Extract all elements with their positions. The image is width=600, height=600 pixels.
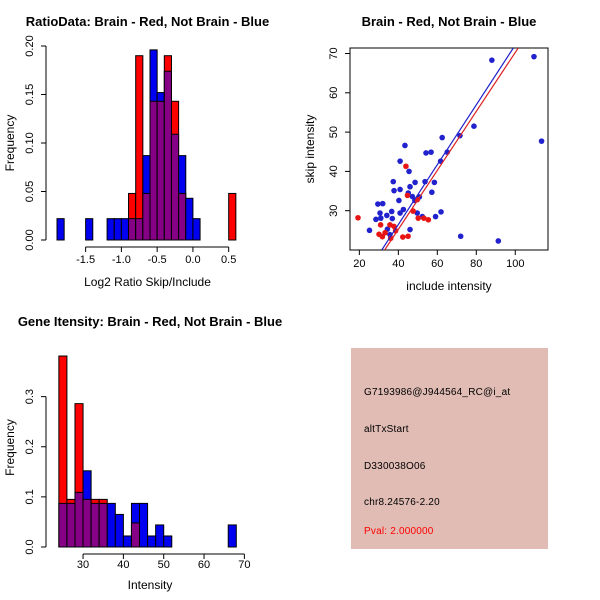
blue-bar <box>227 524 237 548</box>
svg-text:20: 20 <box>353 258 365 270</box>
locus-text: chr8.24576-2.20 <box>364 497 440 508</box>
svg-text:30: 30 <box>328 205 340 217</box>
clone-id-text: D330038O06 <box>364 461 426 472</box>
blue-bar <box>106 218 115 241</box>
overlap-bar <box>149 100 158 241</box>
not-brain-fit-line <box>381 48 514 250</box>
svg-text:0.2: 0.2 <box>24 439 36 454</box>
regression-lines <box>381 48 519 250</box>
probe-id-text: G7193986@J944564_RC@i_at <box>364 387 511 398</box>
svg-text:-1.5: -1.5 <box>76 254 95 266</box>
blue-bar <box>113 218 122 241</box>
plot-box <box>349 47 549 251</box>
blue-bar <box>120 218 130 241</box>
svg-text:60: 60 <box>328 87 340 99</box>
svg-text:80: 80 <box>470 258 482 270</box>
event-type-text: altTxStart <box>364 424 409 435</box>
axes <box>41 396 245 559</box>
svg-text:0.0: 0.0 <box>185 254 200 266</box>
chart-title: Brain - Red, Not Brain - Blue <box>362 14 537 29</box>
intensity-scatter-chart: Brain - Red, Not Brain - Blue 20 40 60 80 100… <box>303 14 549 293</box>
svg-text:0.20: 0.20 <box>24 35 36 56</box>
x-axis-label: Intensity <box>128 578 173 592</box>
blue-bar <box>85 218 94 241</box>
blue-bar <box>56 218 65 241</box>
overlap-bar <box>142 192 151 241</box>
red-bar <box>135 55 144 241</box>
overlap-bar <box>178 192 187 241</box>
gene-intensity-histogram-panel: Gene Itensity: Brain - Red, Not Brain - … <box>0 300 300 600</box>
axes <box>345 53 516 255</box>
blue-bar <box>155 524 165 548</box>
red-bar <box>228 192 237 241</box>
svg-text:70: 70 <box>328 47 340 59</box>
blue-bar <box>185 197 194 241</box>
blue-bar <box>139 502 149 548</box>
pval-text: Pval: 2.000000 <box>364 526 434 537</box>
svg-text:0.00: 0.00 <box>24 229 36 250</box>
overlap-bar <box>90 502 100 548</box>
blue-bar <box>114 513 124 548</box>
svg-text:70: 70 <box>238 559 250 571</box>
overlap-bar <box>66 502 76 548</box>
chart-title: RatioData: Brain - Red, Not Brain - Blue <box>26 14 269 29</box>
svg-text:0.1: 0.1 <box>24 489 36 504</box>
svg-text:-0.5: -0.5 <box>148 254 167 266</box>
overlap-bar <box>163 70 172 241</box>
points-not-brain <box>366 53 545 244</box>
svg-text:0.3: 0.3 <box>24 389 36 404</box>
info-panel: G7193986@J944564_RC@i_at altTxStart D330… <box>300 300 600 600</box>
overlap-bar <box>156 100 165 241</box>
gene-intensity-histogram-chart: Gene Itensity: Brain - Red, Not Brain - … <box>3 314 282 592</box>
axes <box>41 45 230 252</box>
blue-bar <box>106 502 116 548</box>
blue-bar <box>122 535 132 548</box>
blue-bar <box>163 535 173 548</box>
y-axis-label: skip intensity <box>303 115 317 184</box>
points-brain <box>355 163 432 242</box>
overlap-bar <box>82 498 92 548</box>
svg-text:40: 40 <box>117 559 129 571</box>
svg-text:0.05: 0.05 <box>24 181 36 202</box>
svg-text:0.10: 0.10 <box>24 132 36 153</box>
brain-fit-line <box>384 48 519 250</box>
ratio-histogram-chart: RatioData: Brain - Red, Not Brain - Blue… <box>3 14 269 289</box>
intensity-scatter-panel: Brain - Red, Not Brain - Blue 20 40 60 80 100… <box>300 0 600 300</box>
svg-text:60: 60 <box>198 559 210 571</box>
x-axis-label: include intensity <box>406 279 491 293</box>
overlap-bar <box>130 522 141 548</box>
svg-text:50: 50 <box>328 126 340 138</box>
overlap-bar <box>98 502 108 548</box>
svg-text:60: 60 <box>431 258 443 270</box>
histogram-bars <box>56 49 237 241</box>
blue-bar <box>147 535 157 548</box>
svg-text:50: 50 <box>158 559 170 571</box>
y-axis-label: Frequency <box>3 419 17 476</box>
y-axis-label: Frequency <box>3 115 17 172</box>
overlap-bar <box>128 218 137 241</box>
histogram-bars <box>58 355 237 548</box>
svg-text:0.5: 0.5 <box>221 254 236 266</box>
overlap-bar <box>74 491 84 548</box>
svg-text:-1.0: -1.0 <box>112 254 131 266</box>
info-box: G7193986@J944564_RC@i_at altTxStart D330… <box>351 348 548 549</box>
overlap-bar <box>135 218 144 241</box>
overlap-bar <box>58 502 68 548</box>
ratio-histogram-panel: RatioData: Brain - Red, Not Brain - Blue… <box>0 0 300 300</box>
svg-text:0.15: 0.15 <box>24 84 36 105</box>
svg-text:0.0: 0.0 <box>24 539 36 554</box>
chart-title: Gene Itensity: Brain - Red, Not Brain - … <box>18 314 282 329</box>
svg-text:100: 100 <box>506 258 524 270</box>
overlap-bar <box>170 133 180 241</box>
x-axis-label: Log2 Ratio Skip/Include <box>84 275 211 289</box>
svg-text:40: 40 <box>392 258 404 270</box>
svg-text:40: 40 <box>328 165 340 177</box>
blue-bar <box>192 218 201 241</box>
svg-text:30: 30 <box>77 559 89 571</box>
